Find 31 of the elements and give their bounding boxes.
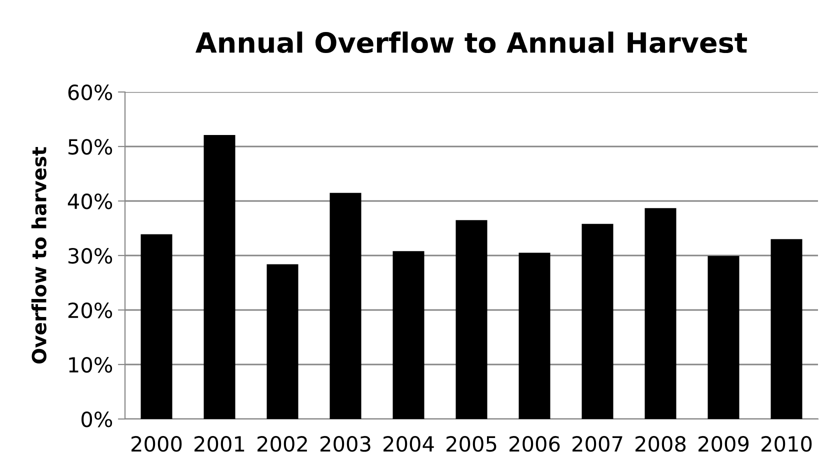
x-tick-label: 2006 [510, 436, 560, 452]
y-tick-label: 40% [68, 193, 112, 210]
x-tick-label: 2008 [636, 436, 686, 452]
bar [266, 264, 298, 419]
x-tick-label: 2004 [384, 436, 434, 452]
y-tick-label: 10% [69, 356, 112, 373]
y-tick-label: 20% [68, 302, 112, 318]
y-axis-title: Overflow to harvest [31, 146, 46, 364]
x-tick-label: 2010 [762, 436, 812, 452]
bar [456, 220, 488, 419]
bar [518, 252, 550, 419]
y-tick-label: 30% [68, 248, 112, 264]
bar [140, 234, 172, 419]
x-tick-label: 2009 [698, 436, 749, 452]
x-tick-label: 2007 [572, 436, 622, 452]
bar [204, 135, 236, 419]
x-tick-label: 2005 [446, 436, 496, 452]
chart-title: Annual Overflow to Annual Harvest [195, 32, 748, 54]
x-tick-label: 2003 [320, 436, 370, 452]
bar [330, 192, 362, 419]
x-tick-label: 2001 [194, 436, 244, 452]
bar [770, 239, 802, 419]
bar [708, 256, 740, 419]
x-tick-label: 2002 [258, 436, 307, 452]
y-tick-label: 60% [68, 84, 112, 100]
y-tick-label: 50% [68, 138, 112, 155]
bar [582, 224, 614, 419]
bar [392, 251, 424, 419]
y-tick-label: 0% [82, 411, 112, 428]
bar [644, 208, 676, 419]
x-tick-label: 2000 [132, 436, 182, 452]
